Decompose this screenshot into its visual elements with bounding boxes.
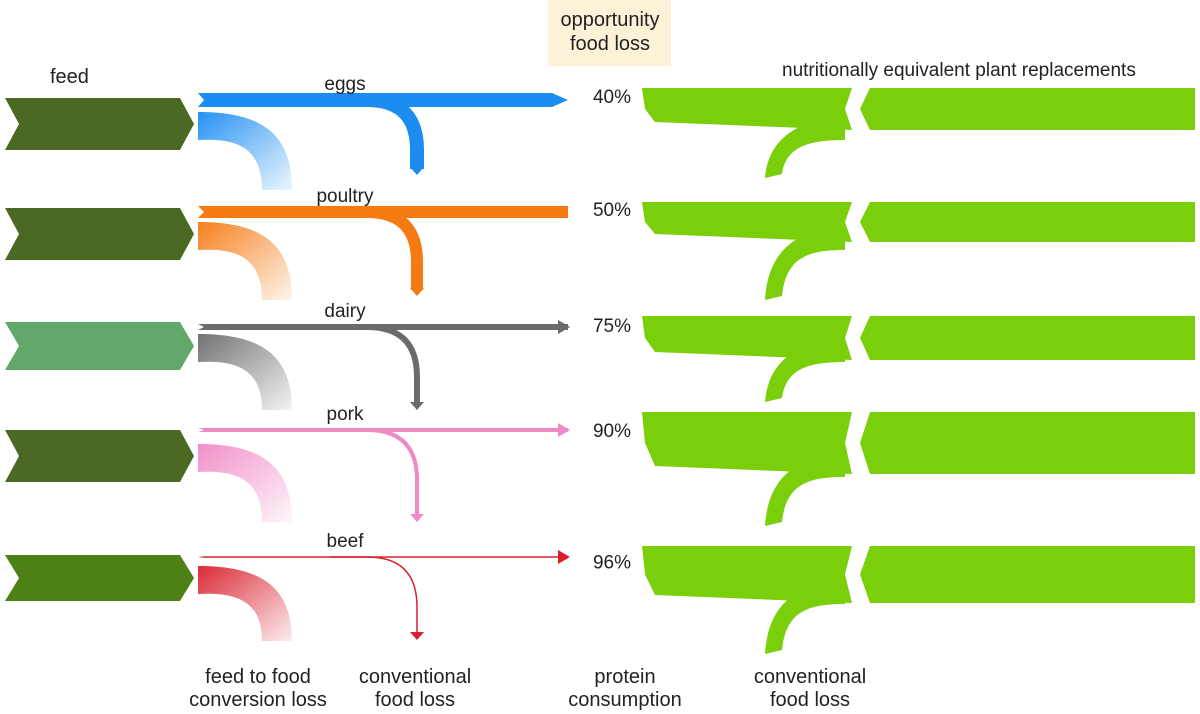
row-label: eggs (324, 74, 365, 95)
plant-chevron-small (642, 88, 852, 130)
plant-replacements-header: nutritionally equivalent plant replaceme… (782, 60, 1136, 81)
protein-consumption-footer: protein consumption (568, 666, 682, 711)
opportunity-loss-value: 96% (593, 553, 631, 574)
plant-chevron-large (860, 88, 1195, 130)
feed-chevron (5, 555, 194, 601)
conversion-loss-arc (198, 566, 292, 641)
plant-loss-hook (765, 118, 845, 178)
opportunity-loss-header: opportunity food loss (560, 9, 660, 55)
row-dairy: dairy 75% (5, 301, 1195, 410)
row-label: pork (327, 404, 364, 425)
opportunity-loss-value: 90% (593, 421, 631, 442)
conventional-loss-curve (330, 93, 424, 169)
row-label: poultry (316, 186, 374, 207)
row-label: beef (327, 531, 365, 552)
plant-loss-hook (765, 582, 845, 654)
feed-chevron (5, 322, 194, 370)
plant-loss-hook (765, 340, 845, 402)
conventional-loss-curve (330, 556, 418, 634)
feed-chevron (5, 208, 194, 260)
feed-header: feed (50, 66, 89, 88)
loss-arrowhead (410, 288, 424, 296)
conventional-loss-curve (330, 206, 423, 290)
conventional-loss-animal-footer: conventional food loss (358, 666, 472, 711)
plant-chevron-small (642, 546, 852, 603)
product-stream (198, 556, 568, 558)
loss-arrowhead (410, 167, 424, 175)
feed-chevron (5, 98, 194, 150)
plant-chevron-small (642, 202, 852, 242)
row-beef: beef 96% (5, 531, 1195, 654)
rows-layer: eggs 40% poultry 50% dairy 75% pork 90% beef 96% (5, 74, 1195, 654)
conversion-loss-footer: feed to food conversion loss (189, 666, 327, 711)
plant-chevron-large (860, 546, 1195, 603)
loss-arrowhead (410, 514, 424, 522)
conversion-loss-arc (198, 222, 292, 300)
conventional-loss-curve (330, 324, 420, 404)
row-eggs: eggs 40% (5, 74, 1195, 190)
plant-chevron-small (642, 316, 852, 360)
opportunity-loss-value: 50% (593, 200, 631, 221)
conventional-loss-plant-footer: conventional food loss (753, 666, 867, 711)
loss-arrowhead (410, 402, 424, 410)
plant-chevron-large (860, 412, 1195, 474)
opportunity-loss-value: 75% (593, 316, 631, 337)
plant-loss-hook (765, 455, 845, 526)
stream-arrowhead (558, 320, 570, 334)
plant-chevron-large (860, 202, 1195, 242)
stream-arrowhead (558, 550, 570, 564)
loss-arrowhead (410, 632, 424, 640)
plant-chevron-small (642, 412, 852, 474)
opportunity-loss-value: 40% (593, 87, 631, 108)
row-pork: pork 90% (5, 404, 1195, 526)
row-poultry: poultry 50% (5, 186, 1195, 300)
conversion-loss-arc (198, 444, 292, 522)
stream-arrowhead (558, 423, 570, 437)
conversion-loss-arc (198, 112, 292, 190)
conventional-loss-curve (330, 428, 419, 516)
plant-chevron-large (860, 316, 1195, 360)
opportunity-loss-highlight (548, 0, 671, 66)
plant-loss-hook (765, 228, 845, 300)
feed-chevron (5, 430, 194, 482)
row-label: dairy (324, 301, 366, 322)
conversion-loss-arc (198, 334, 292, 410)
